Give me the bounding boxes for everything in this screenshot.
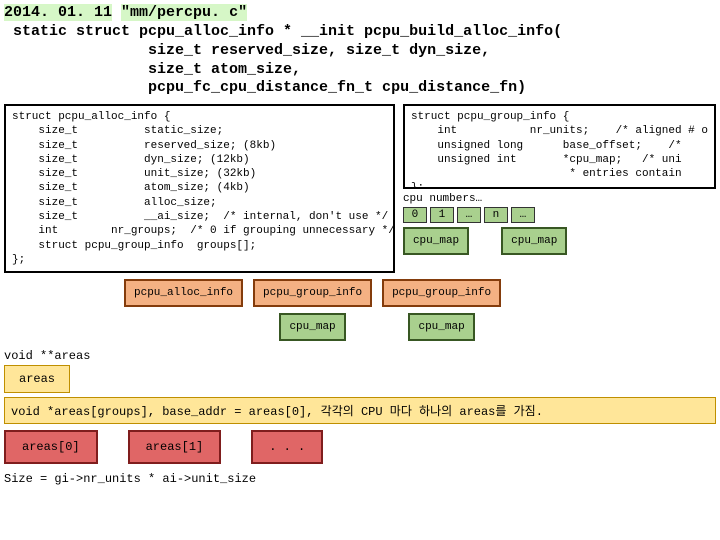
cpu-numbers-row: 0 1 … n … (403, 207, 535, 223)
areas-1-box: areas[1] (128, 430, 222, 464)
pcpu-group-info-box: pcpu_group_info (382, 279, 501, 307)
size-formula: Size = gi->nr_units * ai->unit_size (4, 472, 716, 486)
function-declaration: static struct pcpu_alloc_info * __init p… (4, 23, 716, 98)
areas-0-box: areas[0] (4, 430, 98, 464)
areas-description-bar: void *areas[groups], base_addr = areas[0… (4, 397, 716, 424)
cpu-num: … (457, 207, 481, 223)
pcpu-alloc-info-struct: struct pcpu_alloc_info { size_t static_s… (4, 104, 395, 273)
cpu-num: 0 (403, 207, 427, 223)
cpu-numbers-label: cpu numbers… (403, 193, 482, 205)
cpu-num: 1 (430, 207, 454, 223)
header-line: 2014. 01. 11 "mm/percpu. c" (4, 4, 716, 21)
void-areas-label: void **areas (4, 349, 716, 363)
cpu-map-box: cpu_map (279, 313, 345, 341)
cpu-map-box: cpu_map (408, 313, 474, 341)
cpu-num: … (511, 207, 535, 223)
areas-dots-box: . . . (251, 430, 323, 464)
cpu-map-box: cpu_map (403, 227, 469, 255)
pcpu-group-info-struct: struct pcpu_group_info { int nr_units; /… (403, 104, 716, 189)
cpu-map-box: cpu_map (501, 227, 567, 255)
pcpu-group-info-box: pcpu_group_info (253, 279, 372, 307)
header-file: "mm/percpu. c" (121, 4, 247, 21)
info-boxes-row: pcpu_alloc_info pcpu_group_info cpu_map … (4, 279, 716, 341)
header-date: 2014. 01. 11 (4, 4, 112, 21)
areas-box: areas (4, 365, 70, 393)
struct-row: struct pcpu_alloc_info { size_t static_s… (4, 104, 716, 273)
areas-array-row: areas[0] areas[1] . . . (4, 430, 716, 464)
pcpu-alloc-info-box: pcpu_alloc_info (124, 279, 243, 307)
cpu-num: n (484, 207, 508, 223)
